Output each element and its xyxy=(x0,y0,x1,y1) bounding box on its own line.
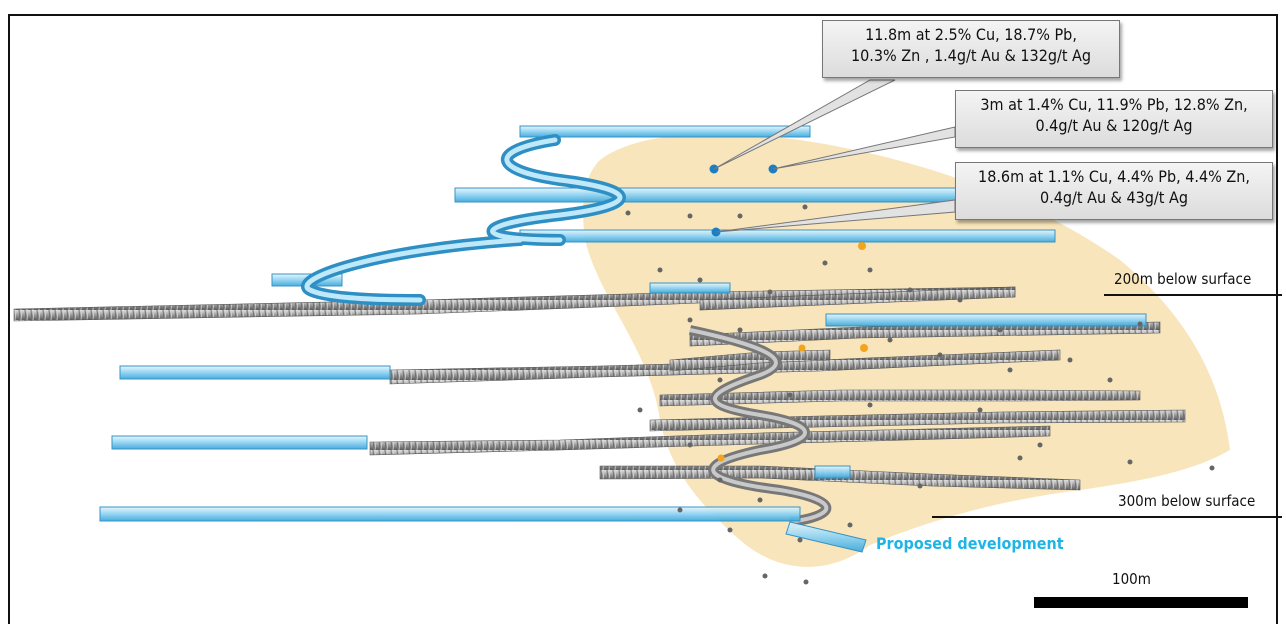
callout-1-line2: 10.3% Zn , 1.4g/t Au & 132g/t Ag xyxy=(850,46,1092,65)
callout-1-line1: 11.8m at 2.5% Cu, 18.7% Pb, xyxy=(865,25,1077,44)
callout-2-line1: 3m at 1.4% Cu, 11.9% Pb, 12.8% Zn, xyxy=(980,95,1248,114)
scale-bar xyxy=(1034,597,1248,608)
drill-points xyxy=(625,204,1215,585)
proposed-development xyxy=(99,125,1147,553)
callout-intercept-3: 18.6m at 1.1% Cu, 4.4% Pb, 4.4% Zn, 0.4g… xyxy=(955,162,1273,220)
existing-development xyxy=(13,286,1186,527)
callout-3-line1: 18.6m at 1.1% Cu, 4.4% Pb, 4.4% Zn, xyxy=(978,167,1250,186)
depth-line-300m xyxy=(932,516,1282,518)
callout-3-line2: 0.4g/t Au & 43g/t Ag xyxy=(1040,188,1188,207)
ramp-spiral xyxy=(301,134,626,306)
depth-line-200m xyxy=(1104,294,1282,296)
callout-2-line2: 0.4g/t Au & 120g/t Ag xyxy=(1035,116,1193,135)
callout-intercept-2: 3m at 1.4% Cu, 11.9% Pb, 12.8% Zn, 0.4g/… xyxy=(955,90,1273,148)
proposed-development-label: Proposed development xyxy=(876,534,1064,553)
diagram-frame xyxy=(8,14,1278,624)
depth-label-300m: 300m below surface xyxy=(1118,492,1256,510)
callout-intercept-1: 11.8m at 2.5% Cu, 18.7% Pb, 10.3% Zn , 1… xyxy=(822,20,1120,78)
gold-points xyxy=(717,242,868,462)
scale-label: 100m xyxy=(1112,570,1151,588)
depth-label-200m: 200m below surface xyxy=(1114,270,1252,288)
